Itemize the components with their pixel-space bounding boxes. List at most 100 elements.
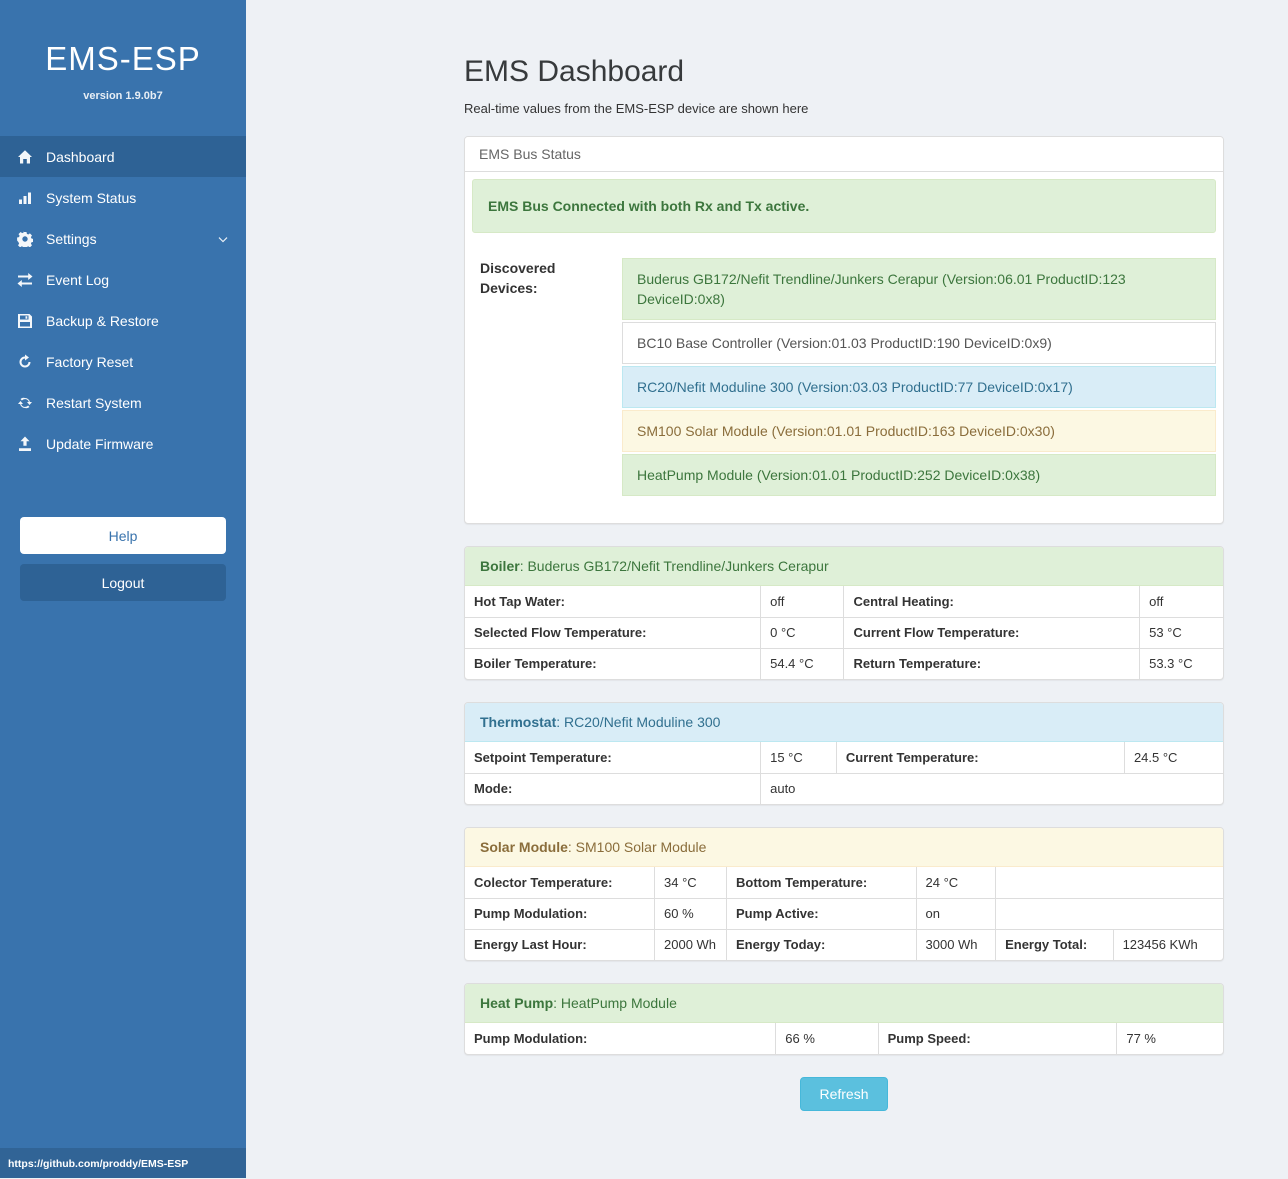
- solar-table: Colector Temperature: 34 °C Bottom Tempe…: [465, 867, 1223, 960]
- rotate-icon: [17, 354, 33, 370]
- ems-bus-status-header: EMS Bus Status: [465, 137, 1223, 172]
- heat-pump-device-name: : HeatPump Module: [553, 995, 677, 1011]
- label-cell: Hot Tap Water:: [465, 586, 762, 618]
- value-cell: auto: [760, 772, 1223, 804]
- home-icon: [17, 149, 33, 165]
- thermostat-panel: Thermostat: RC20/Nefit Moduline 300 Setp…: [464, 702, 1224, 805]
- value-cell: 34 °C: [654, 867, 727, 899]
- sidebar-nav: Dashboard System Status Settings: [0, 136, 246, 464]
- refresh-button[interactable]: Refresh: [800, 1077, 888, 1111]
- label-cell: Bottom Temperature:: [726, 867, 917, 899]
- label-cell: Central Heating:: [843, 586, 1141, 618]
- label-cell: Setpoint Temperature:: [465, 742, 762, 774]
- value-cell: 53 °C: [1139, 616, 1223, 649]
- upload-icon: [17, 436, 33, 452]
- label-cell: Return Temperature:: [843, 647, 1141, 679]
- heat-pump-panel: Heat Pump: HeatPump Module Pump Modulati…: [464, 983, 1224, 1055]
- table-row: Selected Flow Temperature: 0 °C Current …: [465, 616, 1223, 649]
- value-cell: 60 %: [654, 897, 727, 930]
- table-row: Energy Last Hour: 2000 Wh Energy Today: …: [465, 928, 1223, 960]
- label-cell: Energy Last Hour:: [465, 928, 655, 960]
- sidebar-item-update-firmware[interactable]: Update Firmware: [0, 423, 246, 464]
- heat-pump-panel-title: Heat Pump: [480, 995, 554, 1011]
- value-cell: off: [1139, 586, 1223, 618]
- device-item-base-controller: BC10 Base Controller (Version:01.03 Prod…: [622, 322, 1216, 364]
- value-cell: 53.3 °C: [1139, 647, 1223, 679]
- github-link[interactable]: https://github.com/proddy/EMS-ESP: [8, 1158, 189, 1170]
- sidebar-item-label: Factory Reset: [46, 353, 134, 370]
- label-cell: Current Temperature:: [835, 742, 1125, 774]
- refresh-icon: [17, 395, 33, 411]
- solar-panel-header: Solar Module: SM100 Solar Module: [465, 828, 1223, 867]
- sidebar-item-label: Settings: [46, 230, 97, 247]
- value-cell: 77 %: [1116, 1023, 1223, 1054]
- device-item-thermostat: RC20/Nefit Moduline 300 (Version:03.03 P…: [622, 366, 1216, 408]
- label-cell: Pump Active:: [726, 897, 917, 930]
- table-row: Mode: auto: [465, 772, 1223, 804]
- sidebar-item-factory-reset[interactable]: Factory Reset: [0, 341, 246, 382]
- value-cell: 24.5 °C: [1123, 742, 1223, 774]
- value-cell: 0 °C: [760, 616, 845, 649]
- table-row: Pump Modulation: 66 % Pump Speed: 77 %: [465, 1023, 1223, 1054]
- empty-cell: [995, 867, 1223, 899]
- table-row: Pump Modulation: 60 % Pump Active: on: [465, 897, 1223, 930]
- sidebar-item-label: Event Log: [46, 271, 110, 288]
- logout-button[interactable]: Logout: [20, 564, 226, 601]
- dashboard-container: EMS Dashboard Real-time values from the …: [464, 0, 1224, 1151]
- sidebar-item-system-status[interactable]: System Status: [0, 177, 246, 218]
- value-cell: off: [760, 586, 845, 618]
- ems-bus-status-panel: EMS Bus Status EMS Bus Connected with bo…: [464, 136, 1224, 524]
- boiler-panel: Boiler: Buderus GB172/Nefit Trendline/Ju…: [464, 546, 1224, 680]
- heat-pump-table: Pump Modulation: 66 % Pump Speed: 77 %: [465, 1023, 1223, 1054]
- empty-cell: [995, 897, 1223, 930]
- label-cell: Selected Flow Temperature:: [465, 616, 762, 649]
- label-cell: Pump Modulation:: [465, 897, 655, 930]
- help-button[interactable]: Help: [20, 517, 226, 554]
- value-cell: 2000 Wh: [654, 928, 727, 960]
- discovered-devices-section: Discovered Devices: Buderus GB172/Nefit …: [472, 258, 1216, 516]
- sidebar-item-label: Restart System: [46, 394, 142, 411]
- page-title: EMS Dashboard: [464, 55, 685, 88]
- boiler-device-name: : Buderus GB172/Nefit Trendline/Junkers …: [519, 558, 829, 574]
- chevron-down-icon: [217, 233, 229, 245]
- sidebar-item-settings[interactable]: Settings: [0, 218, 246, 259]
- label-cell: Pump Modulation:: [465, 1023, 777, 1054]
- gear-icon: [17, 230, 33, 247]
- value-cell: 66 %: [775, 1023, 879, 1054]
- bus-connected-alert: EMS Bus Connected with both Rx and Tx ac…: [472, 179, 1216, 233]
- app-title: EMS-ESP: [45, 40, 201, 77]
- table-row: Boiler Temperature: 54.4 °C Return Tempe…: [465, 647, 1223, 679]
- main-content: EMS Dashboard Real-time values from the …: [246, 0, 1288, 1178]
- label-cell: Energy Total:: [995, 928, 1114, 960]
- table-row: Colector Temperature: 34 °C Bottom Tempe…: [465, 867, 1223, 899]
- heat-pump-panel-header: Heat Pump: HeatPump Module: [465, 984, 1223, 1023]
- value-cell: 3000 Wh: [915, 928, 997, 960]
- value-cell: 123456 KWh: [1112, 928, 1223, 960]
- solar-device-name: : SM100 Solar Module: [567, 839, 707, 855]
- discovered-devices-label: Discovered Devices:: [480, 260, 556, 296]
- ems-bus-status-body: EMS Bus Connected with both Rx and Tx ac…: [465, 172, 1223, 523]
- solar-module-panel: Solar Module: SM100 Solar Module Colecto…: [464, 827, 1224, 961]
- label-cell: Pump Speed:: [877, 1023, 1118, 1054]
- value-cell: 15 °C: [760, 742, 837, 774]
- sidebar-item-event-log[interactable]: Event Log: [0, 259, 246, 300]
- boiler-table: Hot Tap Water: off Central Heating: off …: [465, 586, 1223, 679]
- device-item-solar-module: SM100 Solar Module (Version:01.01 Produc…: [622, 410, 1216, 452]
- refresh-section: Refresh: [464, 1077, 1224, 1151]
- solar-panel-title: Solar Module: [480, 839, 568, 855]
- label-cell: Current Flow Temperature:: [843, 616, 1141, 649]
- sidebar-item-dashboard[interactable]: Dashboard: [0, 136, 246, 177]
- value-cell: 24 °C: [915, 867, 997, 899]
- boiler-panel-header: Boiler: Buderus GB172/Nefit Trendline/Ju…: [465, 547, 1223, 586]
- sidebar-item-backup-restore[interactable]: Backup & Restore: [0, 300, 246, 341]
- sidebar: EMS-ESP version 1.9.0b7 Dashboard System…: [0, 0, 246, 1178]
- boiler-panel-title: Boiler: [480, 558, 520, 574]
- label-cell: Mode:: [465, 772, 762, 804]
- sidebar-item-restart-system[interactable]: Restart System: [0, 382, 246, 423]
- value-cell: on: [915, 897, 997, 930]
- label-cell: Energy Today:: [726, 928, 917, 960]
- label-cell: Colector Temperature:: [465, 867, 655, 899]
- thermostat-device-name: : RC20/Nefit Moduline 300: [556, 714, 721, 730]
- device-item-boiler: Buderus GB172/Nefit Trendline/Junkers Ce…: [622, 258, 1216, 320]
- table-row: Hot Tap Water: off Central Heating: off: [465, 586, 1223, 618]
